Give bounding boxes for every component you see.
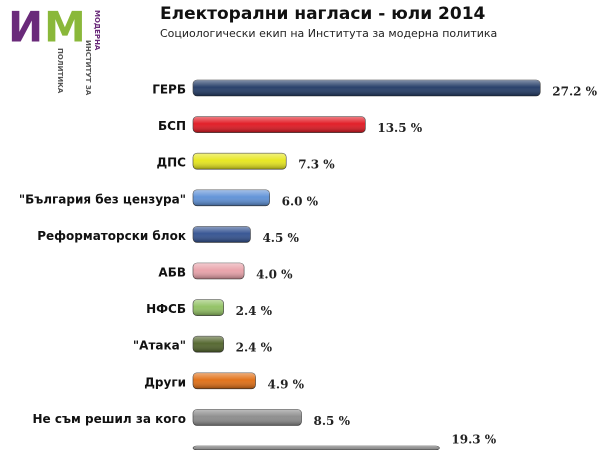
bar-shade [193, 263, 245, 279]
data-label: 2.4 % [236, 304, 273, 318]
logo-text: ИНСТИТУТ ЗА [84, 40, 92, 96]
bar-shade [193, 153, 287, 170]
y-tick-label: Други [144, 375, 186, 389]
data-label: 13.5 % [377, 121, 422, 135]
y-tick-label: "България без цензура" [19, 192, 186, 206]
data-label: 4.0 % [256, 268, 293, 282]
y-tick-label: БСП [158, 119, 186, 133]
bar-shade [193, 189, 270, 206]
y-tick-label: "Атака" [133, 339, 186, 353]
data-label: 27.2 % [552, 85, 597, 99]
y-tick-label: ГЕРБ [152, 83, 186, 97]
logo: И М МОДЕРНА ИНСТИТУТ ЗА ПОЛИТИКА [8, 3, 101, 96]
data-label: 2.4 % [236, 341, 273, 355]
bar-shade [193, 226, 251, 243]
data-label: 4.9 % [268, 377, 305, 391]
data-label: 7.3 % [298, 158, 335, 172]
y-tick-label: НФСБ [146, 302, 186, 316]
y-tick-label: Не съм решил за кого [33, 412, 186, 426]
bar-shade [193, 336, 224, 353]
bar-shade [193, 372, 256, 389]
data-label: 4.5 % [262, 231, 299, 245]
bar-shade [193, 299, 224, 316]
logo-text: ПОЛИТИКА [56, 48, 64, 94]
bar-shade [193, 409, 302, 426]
y-tick-label: ДПС [156, 156, 186, 170]
data-label: 6.0 % [282, 194, 319, 208]
data-label: 19.3 % [451, 433, 496, 447]
chart-title: Електорални нагласи - юли 2014 [160, 4, 486, 24]
bar-shade [193, 80, 541, 96]
logo-text: МОДЕРНА [93, 10, 101, 51]
data-label: 8.5 % [314, 414, 351, 428]
chart-subtitle: Социологически екип на Института за моде… [160, 27, 497, 40]
logo-letter: И [8, 3, 43, 52]
y-tick-label: АБВ [158, 266, 186, 280]
logo-letter: М [44, 3, 86, 52]
y-tick-label: Реформаторски блок [37, 229, 186, 243]
bar-shade [193, 116, 366, 133]
bar-shade [193, 446, 440, 450]
